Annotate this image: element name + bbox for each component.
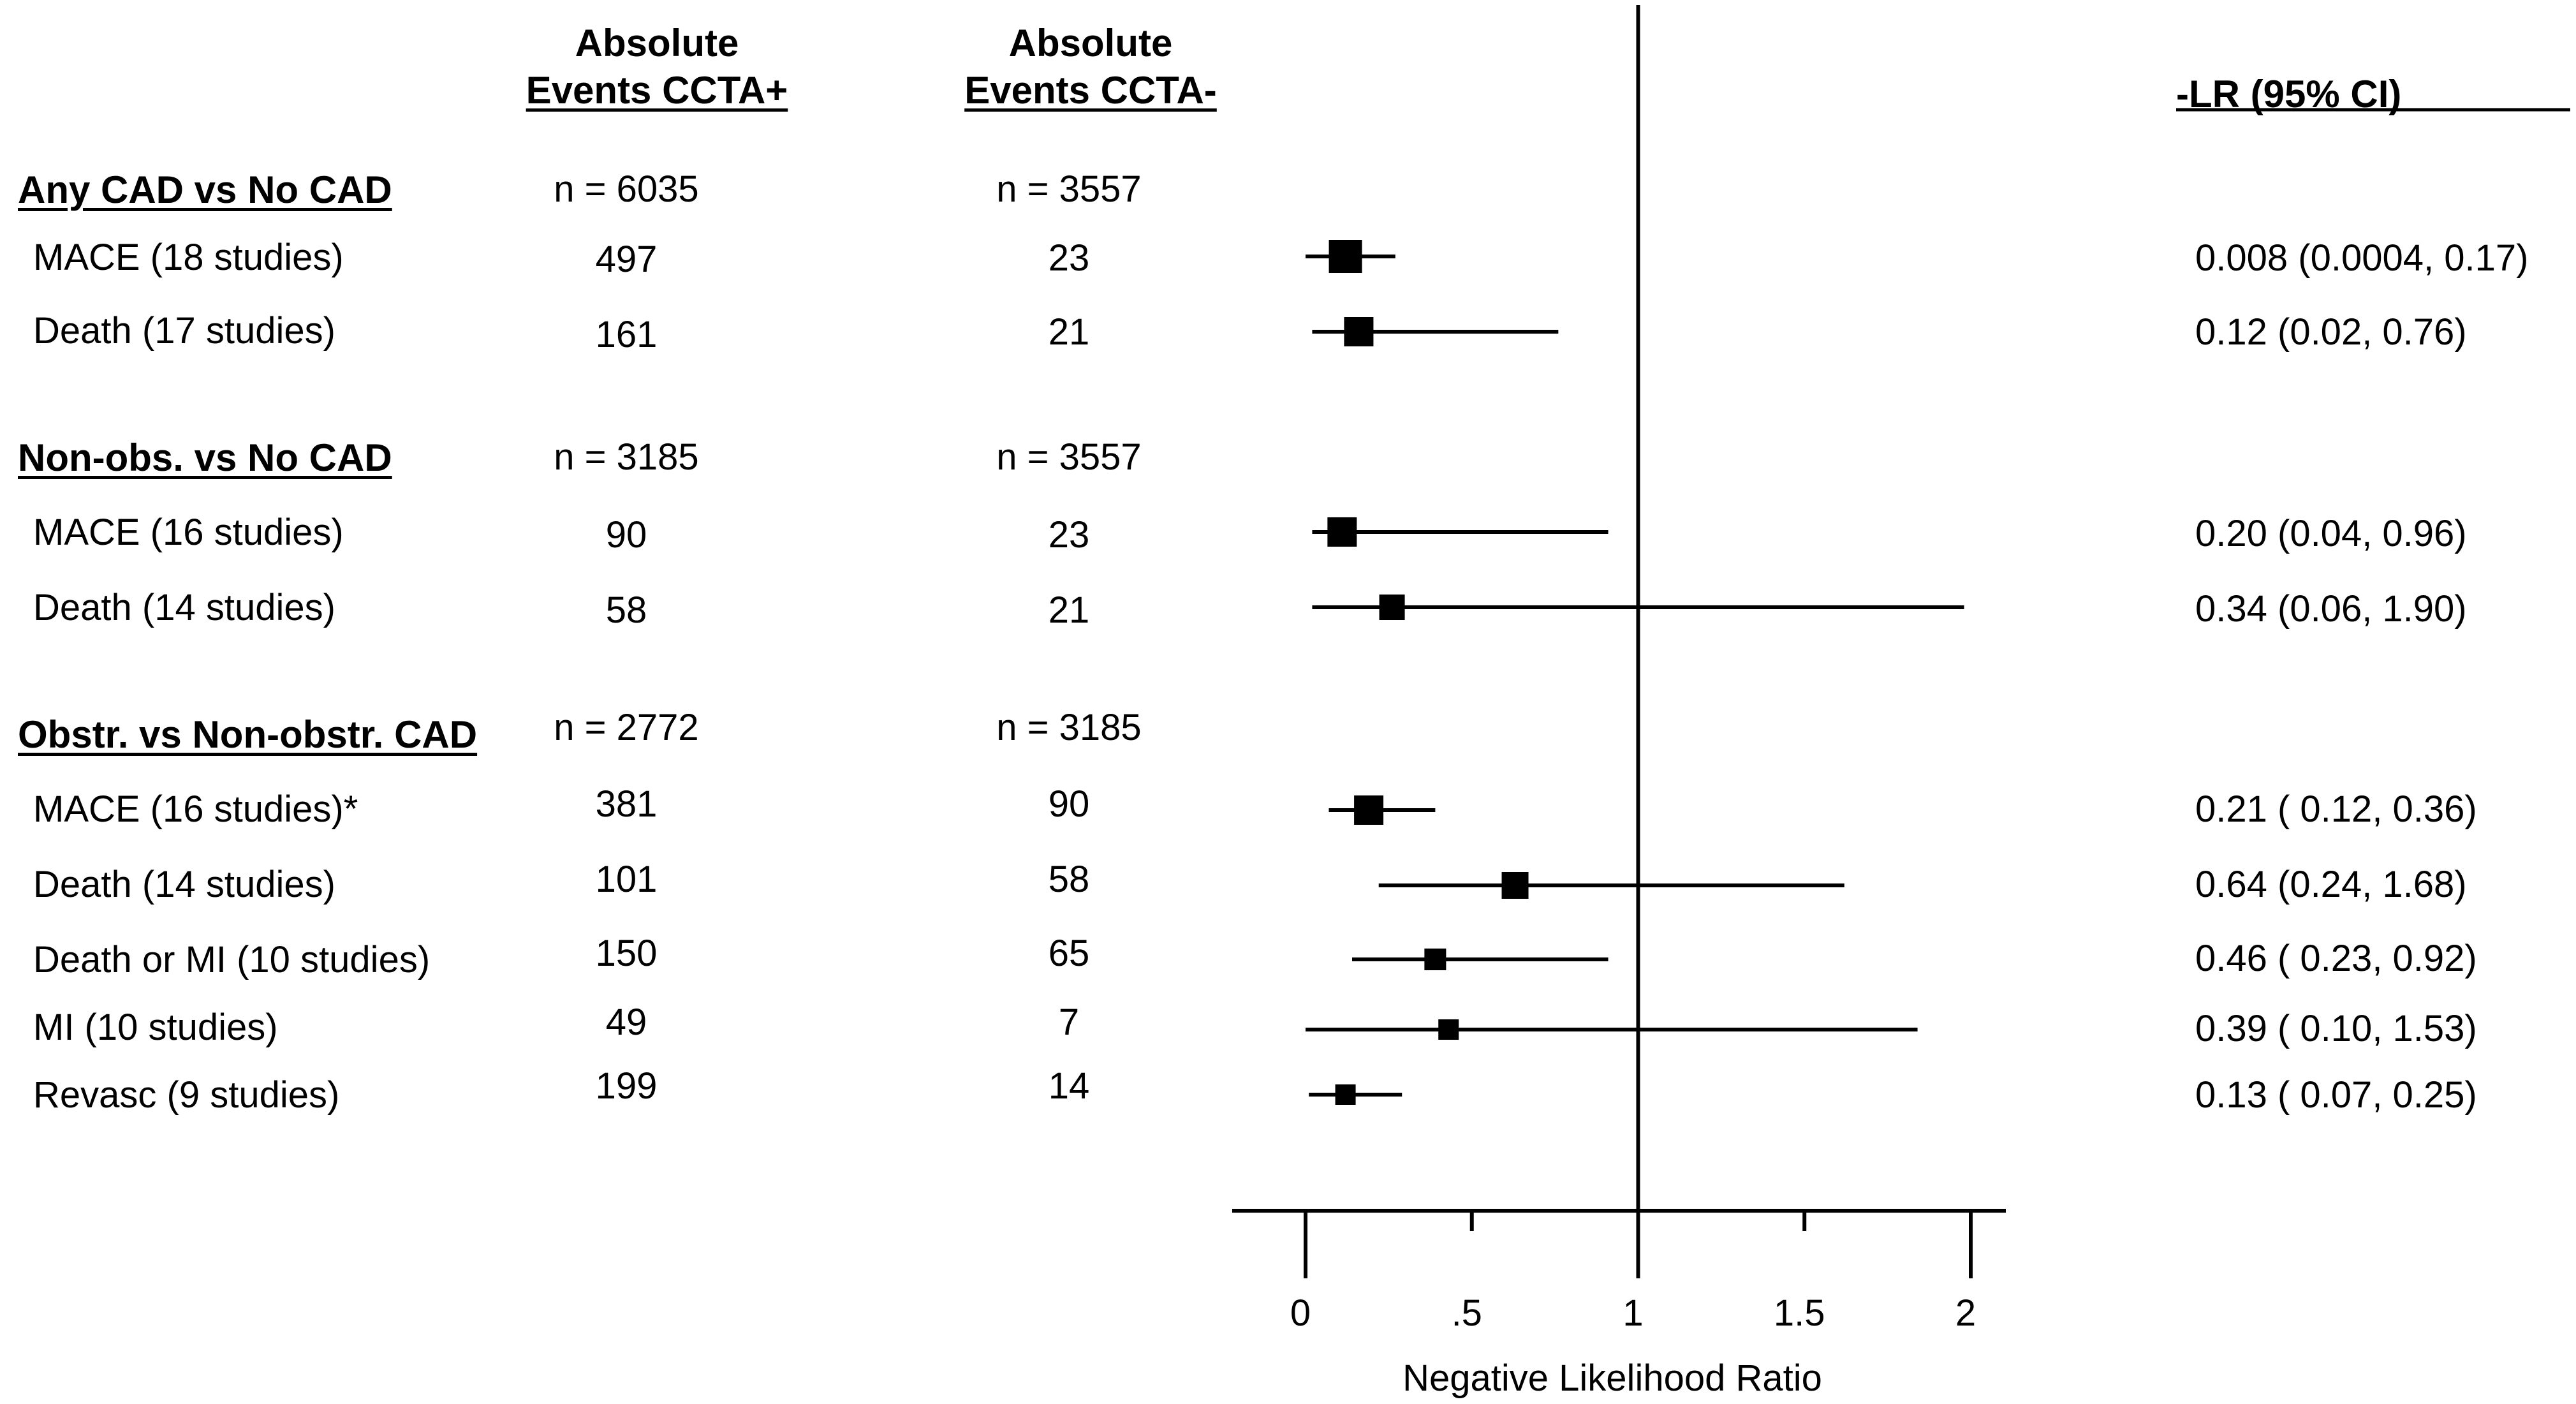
row-label: MI (10 studies) (33, 1007, 278, 1048)
row-negative-events: 23 (1048, 237, 1090, 279)
row-label: MACE (16 studies) (33, 512, 344, 553)
row-label: Death or MI (10 studies) (33, 939, 431, 980)
x-tick-label: 2 (1955, 1292, 1976, 1334)
row-label: Death (17 studies) (33, 310, 335, 351)
row-ci-text: 0.21 ( 0.12, 0.36) (2195, 788, 2477, 830)
header-negative-events: Absolute Events CCTA- (938, 24, 1244, 110)
row-positive-events: 58 (605, 589, 647, 631)
row-label: Death (14 studies) (33, 864, 335, 905)
row-label: MACE (16 studies)* (33, 788, 358, 830)
group-non-obs-n-neg: n = 3557 (996, 436, 1142, 478)
x-tick-label: 1.5 (1774, 1292, 1825, 1334)
row-negative-events: 23 (1048, 514, 1090, 556)
estimate-square (1354, 795, 1384, 825)
row-negative-events: 65 (1048, 933, 1090, 974)
group-any-cad-n-pos: n = 6035 (554, 168, 699, 210)
row-positive-events: 199 (595, 1065, 658, 1107)
estimate-square (1344, 317, 1374, 346)
header-positive-line1: Absolute (575, 22, 739, 64)
x-tick-label: 1 (1623, 1292, 1643, 1334)
row-ci-text: 0.39 ( 0.10, 1.53) (2195, 1008, 2477, 1049)
row-negative-events: 21 (1048, 589, 1090, 631)
estimate-square (1327, 517, 1357, 547)
row-label: Death (14 studies) (33, 587, 335, 628)
x-tick-label: .5 (1452, 1292, 1482, 1334)
row-positive-events: 497 (595, 239, 658, 280)
row-label: Revasc (9 studies) (33, 1074, 340, 1116)
header-positive-line2: Events CCTA+ (526, 69, 788, 112)
row-negative-events: 90 (1048, 783, 1090, 825)
header-negative-line1: Absolute (1008, 22, 1173, 64)
x-tick-label: 0 (1290, 1292, 1311, 1334)
row-label: MACE (18 studies) (33, 237, 344, 278)
row-positive-events: 90 (605, 514, 647, 556)
estimate-square (1328, 240, 1362, 273)
row-negative-events: 7 (1058, 1001, 1080, 1043)
row-ci-text: 0.12 (0.02, 0.76) (2195, 311, 2467, 353)
group-any-cad-n-neg: n = 3557 (996, 168, 1142, 210)
x-axis-ticks: 0 .5 1 1.5 2 (1290, 1211, 1976, 1334)
estimates (1306, 240, 1964, 1105)
header-positive-events: Absolute Events CCTA+ (504, 24, 810, 110)
row-negative-events: 14 (1048, 1065, 1090, 1107)
header-negative-line2: Events CCTA- (964, 69, 1217, 112)
row-positive-events: 150 (595, 933, 658, 974)
row-negative-events: 21 (1048, 311, 1090, 353)
group-obstr-n-pos: n = 2772 (554, 707, 699, 748)
row-ci-text: 0.64 (0.24, 1.68) (2195, 864, 2467, 905)
x-axis-label: Negative Likelihood Ratio (1402, 1357, 1822, 1399)
row-positive-events: 49 (605, 1001, 647, 1043)
row-ci-text: 0.46 ( 0.23, 0.92) (2195, 938, 2477, 979)
estimate-square (1379, 595, 1405, 620)
estimate-square (1438, 1019, 1459, 1040)
header-ci: -LR (95% CI) (2176, 73, 2402, 115)
row-ci-text: 0.20 (0.04, 0.96) (2195, 513, 2467, 554)
group-title-non-obs: Non-obs. vs No CAD (18, 436, 392, 479)
group-obstr-n-neg: n = 3185 (996, 707, 1142, 748)
row-ci-text: 0.13 ( 0.07, 0.25) (2195, 1074, 2477, 1116)
row-negative-events: 58 (1048, 859, 1090, 900)
estimate-square (1424, 949, 1446, 970)
row-positive-events: 101 (595, 859, 658, 900)
row-positive-events: 161 (595, 314, 658, 355)
group-title-any-cad: Any CAD vs No CAD (18, 168, 392, 211)
row-positive-events: 381 (595, 783, 658, 825)
estimate-square (1335, 1084, 1356, 1105)
estimate-square (1501, 872, 1529, 899)
row-ci-text: 0.008 (0.0004, 0.17) (2195, 237, 2529, 279)
row-ci-text: 0.34 (0.06, 1.90) (2195, 588, 2467, 630)
group-title-obstr: Obstr. vs Non-obstr. CAD (18, 713, 478, 756)
group-non-obs-n-pos: n = 3185 (554, 436, 699, 478)
